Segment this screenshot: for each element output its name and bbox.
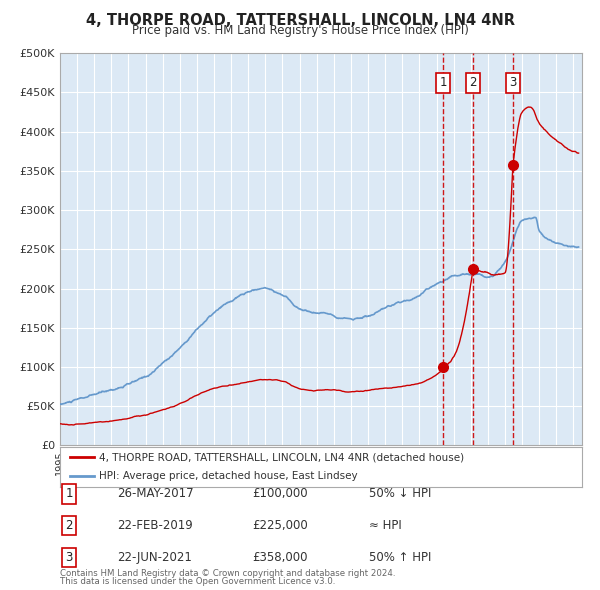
Text: 22-JUN-2021: 22-JUN-2021 — [117, 551, 192, 564]
Text: 26-MAY-2017: 26-MAY-2017 — [117, 487, 194, 500]
Text: This data is licensed under the Open Government Licence v3.0.: This data is licensed under the Open Gov… — [60, 578, 335, 586]
Text: 50% ↑ HPI: 50% ↑ HPI — [369, 551, 431, 564]
Text: 4, THORPE ROAD, TATTERSHALL, LINCOLN, LN4 4NR (detached house): 4, THORPE ROAD, TATTERSHALL, LINCOLN, LN… — [99, 453, 464, 463]
Text: 4, THORPE ROAD, TATTERSHALL, LINCOLN, LN4 4NR: 4, THORPE ROAD, TATTERSHALL, LINCOLN, LN… — [86, 13, 515, 28]
Text: 22-FEB-2019: 22-FEB-2019 — [117, 519, 193, 532]
Text: 2: 2 — [65, 519, 73, 532]
Text: 3: 3 — [65, 551, 73, 564]
Text: Contains HM Land Registry data © Crown copyright and database right 2024.: Contains HM Land Registry data © Crown c… — [60, 569, 395, 578]
Text: Price paid vs. HM Land Registry's House Price Index (HPI): Price paid vs. HM Land Registry's House … — [131, 24, 469, 37]
Text: 3: 3 — [509, 77, 517, 90]
Text: 50% ↓ HPI: 50% ↓ HPI — [369, 487, 431, 500]
Text: £100,000: £100,000 — [252, 487, 308, 500]
Text: £358,000: £358,000 — [252, 551, 308, 564]
Text: ≈ HPI: ≈ HPI — [369, 519, 402, 532]
Text: 1: 1 — [440, 77, 447, 90]
Text: 1: 1 — [65, 487, 73, 500]
Text: 2: 2 — [470, 77, 477, 90]
Text: HPI: Average price, detached house, East Lindsey: HPI: Average price, detached house, East… — [99, 471, 358, 481]
Text: £225,000: £225,000 — [252, 519, 308, 532]
